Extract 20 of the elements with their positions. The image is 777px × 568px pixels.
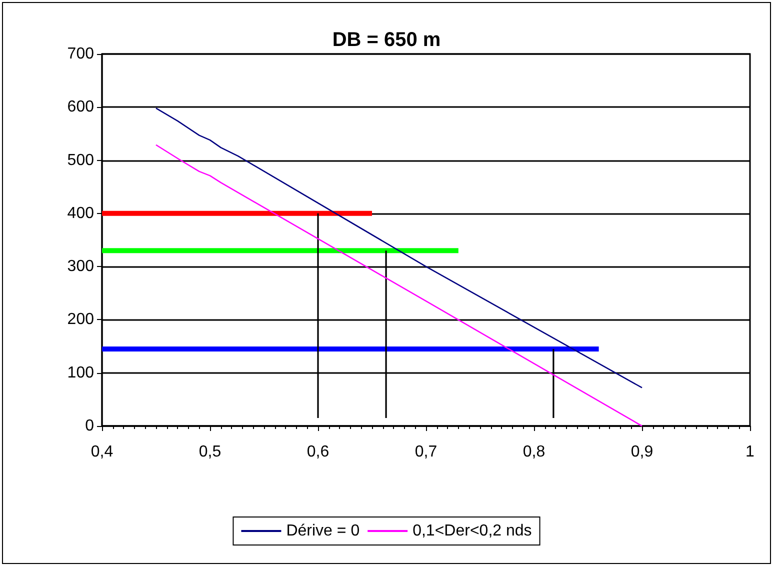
x-tick-label: 0,9	[630, 444, 654, 460]
x-tick-label: 0,7	[414, 444, 438, 460]
legend-label: Dérive = 0	[286, 522, 360, 540]
y-tick-label: 600	[67, 98, 94, 116]
y-tick-label: 200	[67, 311, 94, 328]
x-tick-label: 0,4	[90, 444, 114, 460]
x-tick-label: 0,5	[198, 444, 222, 460]
x-tick-label: 0,8	[522, 444, 546, 460]
y-tick-label: 300	[67, 258, 94, 276]
line-series	[155, 108, 643, 388]
x-tick-label: 1	[746, 444, 755, 460]
legend-label: 0,1<Der<0,2 nds	[412, 522, 532, 540]
chart-title: DB = 650 m	[332, 29, 441, 51]
y-tick-label: 700	[67, 46, 94, 62]
y-tick-label: 400	[67, 204, 94, 222]
x-tick-label: 0,6	[306, 444, 330, 460]
line-series	[155, 144, 643, 427]
y-tick-label: 500	[67, 152, 94, 169]
y-tick-label: 0	[85, 418, 94, 434]
y-tick-label: 100	[67, 364, 94, 382]
